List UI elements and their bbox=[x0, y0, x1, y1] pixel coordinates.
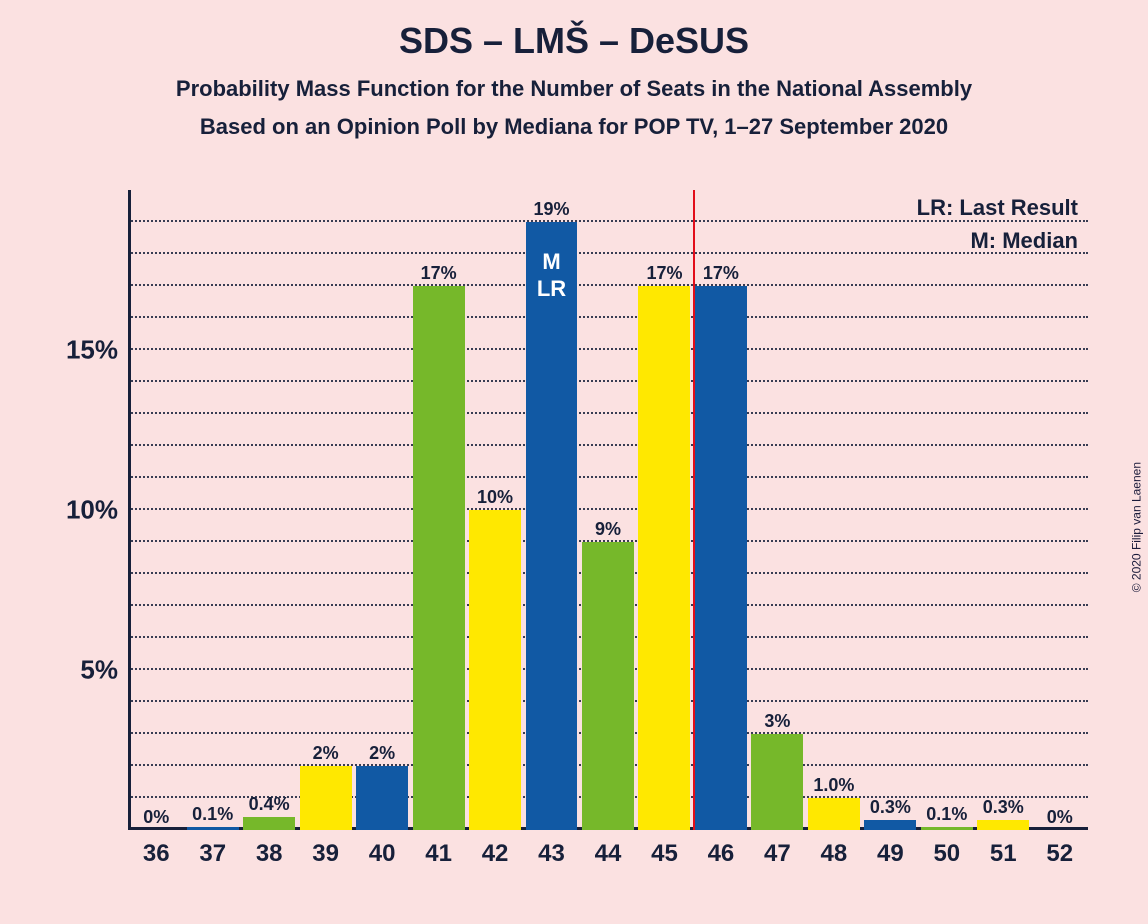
y-axis-tick-label: 15% bbox=[66, 335, 128, 366]
x-axis-tick-label: 50 bbox=[933, 830, 960, 868]
copyright-text: © 2020 Filip van Laenen bbox=[1129, 462, 1143, 592]
bar-value-label: 0% bbox=[143, 807, 169, 830]
x-axis-tick-label: 37 bbox=[199, 830, 226, 868]
grid-line bbox=[128, 348, 1088, 350]
chart-subtitle-2: Based on an Opinion Poll by Mediana for … bbox=[0, 114, 1148, 140]
chart-title: SDS – LMŠ – DeSUS bbox=[0, 0, 1148, 62]
bar: 0.4% bbox=[243, 817, 295, 830]
median-lr-marker: MLR bbox=[537, 249, 566, 302]
bar-value-label: 3% bbox=[764, 711, 790, 734]
grid-line bbox=[128, 220, 1088, 222]
x-axis-tick-label: 52 bbox=[1046, 830, 1073, 868]
bar-value-label: 2% bbox=[313, 743, 339, 766]
x-axis-tick-label: 40 bbox=[369, 830, 396, 868]
x-axis-tick-label: 44 bbox=[595, 830, 622, 868]
bar-value-label: 9% bbox=[595, 519, 621, 542]
x-axis-tick-label: 45 bbox=[651, 830, 678, 868]
x-axis-tick-label: 43 bbox=[538, 830, 565, 868]
bar-value-label: 10% bbox=[477, 487, 513, 510]
grid-line bbox=[128, 476, 1088, 478]
bar-value-label: 17% bbox=[646, 263, 682, 286]
bar-value-label: 17% bbox=[703, 263, 739, 286]
bar: 0.1% bbox=[921, 827, 973, 830]
y-axis-line bbox=[128, 190, 131, 830]
y-axis-tick-label: 10% bbox=[66, 495, 128, 526]
bar-value-label: 0.4% bbox=[249, 794, 290, 817]
x-axis-tick-label: 49 bbox=[877, 830, 904, 868]
grid-line bbox=[128, 252, 1088, 254]
bar: 2% bbox=[300, 766, 352, 830]
bar: 1.0% bbox=[808, 798, 860, 830]
bar: 17% bbox=[695, 286, 747, 830]
bar: 3% bbox=[751, 734, 803, 830]
bar-value-label: 0.3% bbox=[870, 797, 911, 820]
grid-line bbox=[128, 412, 1088, 414]
bar-value-label: 0.1% bbox=[926, 804, 967, 827]
chart-subtitle-1: Probability Mass Function for the Number… bbox=[0, 76, 1148, 102]
bar-value-label: 17% bbox=[421, 263, 457, 286]
bar-value-label: 2% bbox=[369, 743, 395, 766]
grid-line bbox=[128, 380, 1088, 382]
x-axis-tick-label: 41 bbox=[425, 830, 452, 868]
bar: 0.1% bbox=[187, 827, 239, 830]
bar: 19% bbox=[526, 222, 578, 830]
x-axis-tick-label: 36 bbox=[143, 830, 170, 868]
y-axis-tick-label: 5% bbox=[80, 655, 128, 686]
bar: 17% bbox=[413, 286, 465, 830]
bar: 0.3% bbox=[864, 820, 916, 830]
grid-line bbox=[128, 444, 1088, 446]
grid-line bbox=[128, 316, 1088, 318]
bar: 2% bbox=[356, 766, 408, 830]
grid-line bbox=[128, 284, 1088, 286]
x-axis-tick-label: 46 bbox=[708, 830, 735, 868]
chart-plot-area: 5%10%15%36373839404142434445464748495051… bbox=[128, 190, 1088, 830]
bar-value-label: 0.3% bbox=[983, 797, 1024, 820]
bar-value-label: 19% bbox=[534, 199, 570, 222]
x-axis-tick-label: 42 bbox=[482, 830, 509, 868]
bar: 0.3% bbox=[977, 820, 1029, 830]
grid-line bbox=[128, 508, 1088, 510]
bar-value-label: 0.1% bbox=[192, 804, 233, 827]
bar-value-label: 0% bbox=[1047, 807, 1073, 830]
x-axis-tick-label: 39 bbox=[312, 830, 339, 868]
majority-threshold-line bbox=[693, 190, 695, 830]
x-axis-tick-label: 47 bbox=[764, 830, 791, 868]
bar: 17% bbox=[638, 286, 690, 830]
x-axis-tick-label: 48 bbox=[821, 830, 848, 868]
chart-container: © 2020 Filip van Laenen SDS – LMŠ – DeSU… bbox=[0, 0, 1148, 924]
bar: 9% bbox=[582, 542, 634, 830]
x-axis-tick-label: 51 bbox=[990, 830, 1017, 868]
bar: 10% bbox=[469, 510, 521, 830]
bar-value-label: 1.0% bbox=[813, 775, 854, 798]
x-axis-tick-label: 38 bbox=[256, 830, 283, 868]
